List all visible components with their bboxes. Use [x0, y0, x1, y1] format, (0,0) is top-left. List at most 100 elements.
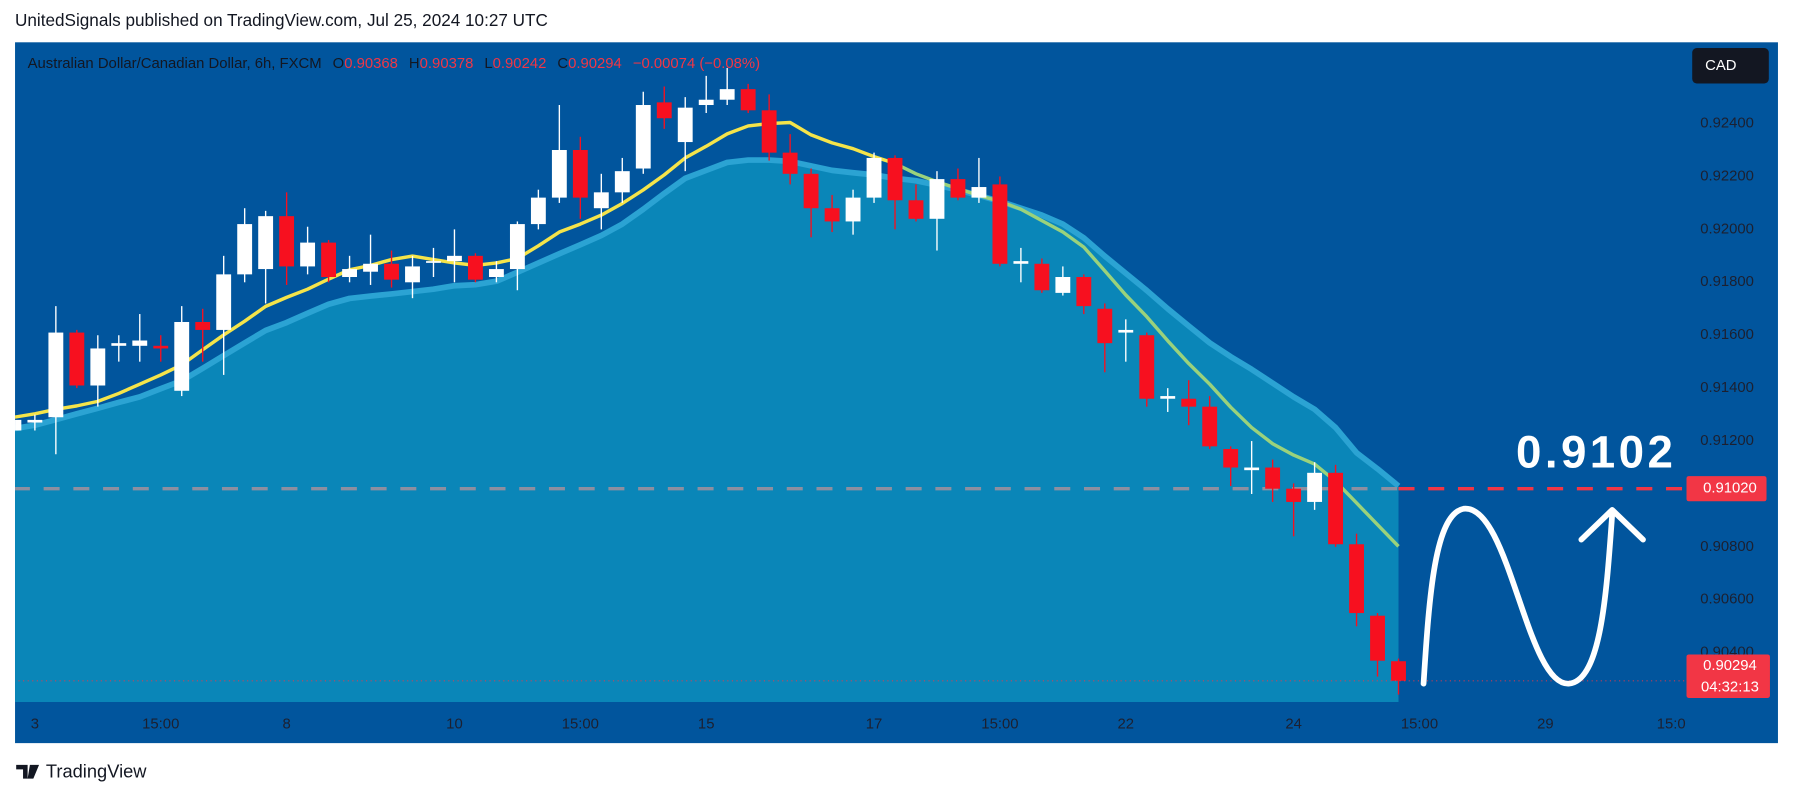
- legend-o: O: [333, 56, 345, 72]
- y-tick-label: 0.92400: [1700, 115, 1754, 131]
- candle-body: [719, 89, 735, 100]
- x-tick-label: 29: [1537, 717, 1554, 733]
- candle-body: [593, 192, 609, 209]
- candle-body: [174, 321, 190, 391]
- candle-body: [1118, 329, 1134, 333]
- candle-body: [300, 242, 316, 267]
- legend-l: L: [484, 56, 492, 72]
- candle-body: [1160, 396, 1176, 399]
- cloud-edge: [15, 157, 1401, 489]
- x-tick-label: 15: [698, 717, 715, 733]
- candle-body: [614, 171, 630, 193]
- cloud-area: [15, 160, 1399, 702]
- candle-body: [48, 332, 64, 418]
- candle-body: [342, 269, 357, 278]
- candle-body: [1328, 472, 1344, 545]
- currency-button[interactable]: [1692, 48, 1769, 84]
- candle-body: [1013, 261, 1029, 264]
- candle-body: [258, 216, 274, 270]
- candle-body: [447, 255, 462, 262]
- candle-body: [1307, 472, 1323, 502]
- x-tick-label: 8: [282, 717, 290, 733]
- legend-high: 0.90378: [420, 56, 474, 72]
- candle-body: [216, 274, 232, 330]
- x-tick-label: 15:00: [142, 717, 179, 733]
- legend-title: Australian Dollar/Canadian Dollar, 6h, F…: [28, 56, 322, 72]
- legend-c: C: [557, 56, 568, 72]
- candle-body: [572, 149, 588, 198]
- candle-body: [1202, 406, 1218, 447]
- legend-h: H: [409, 56, 420, 72]
- y-tick-label: 0.92000: [1700, 221, 1754, 237]
- candle-body: [992, 184, 1008, 264]
- x-tick-label: 15:00: [562, 717, 599, 733]
- candle-body: [950, 179, 966, 198]
- last-price-label: 0.90294: [1703, 658, 1757, 674]
- y-tick-label: 0.91600: [1700, 327, 1754, 343]
- candle-body: [761, 110, 777, 153]
- candle-body: [1349, 544, 1364, 614]
- legend-low: 0.90242: [493, 56, 547, 72]
- candle-body: [824, 208, 840, 222]
- overlay-layer: 0.92400 0.92200 0.92000 0.91800 0.91600 0.914…: [31, 115, 1770, 733]
- candle-body: [27, 419, 43, 423]
- candle-body: [1055, 277, 1071, 293]
- logo-mark: [16, 764, 40, 779]
- candle-body: [866, 157, 882, 198]
- candle-body: [509, 224, 525, 270]
- candle-body: [1265, 467, 1281, 489]
- target-annotation: 0.9102: [1516, 427, 1676, 478]
- candle-body: [887, 157, 903, 201]
- x-tick-label: 15:00: [1401, 717, 1438, 733]
- y-tick-label: 0.91400: [1700, 380, 1754, 396]
- candle-body: [1181, 398, 1197, 407]
- publisher-header: UnitedSignals published on TradingView.c…: [15, 10, 548, 30]
- hand-drawn-arrow: [1420, 505, 1646, 687]
- candle-body: [1223, 449, 1239, 468]
- candle-body: [1244, 467, 1260, 471]
- x-tick-label: 22: [1118, 717, 1135, 733]
- plot-area: [15, 67, 1686, 702]
- currency-label[interactable]: CAD: [1705, 58, 1737, 74]
- candle-body: [845, 197, 861, 222]
- candle-body: [279, 216, 295, 267]
- x-tick-label: 3: [31, 717, 39, 733]
- candle-body: [488, 269, 504, 278]
- y-tick-label: 0.92200: [1700, 168, 1754, 184]
- logo-text: TradingView: [46, 761, 147, 782]
- x-tick-label: 15:00: [981, 717, 1018, 733]
- x-tick-label: 10: [446, 717, 463, 733]
- candle-body: [363, 263, 378, 272]
- candle-body: [15, 419, 22, 431]
- candle-body: [468, 255, 483, 280]
- legend-close: 0.90294: [568, 56, 622, 72]
- candle-body: [237, 224, 253, 275]
- x-tick-label: 24: [1285, 717, 1302, 733]
- candle-body: [677, 107, 693, 143]
- candle-body: [384, 263, 399, 280]
- candle-body: [1097, 308, 1113, 344]
- candle-body: [1391, 661, 1406, 681]
- candle-body: [929, 179, 945, 219]
- candle-body: [551, 149, 567, 198]
- candle-body: [195, 321, 211, 330]
- legend-change: −0.00074 (−0.08%): [633, 56, 760, 72]
- candle-body: [1076, 277, 1092, 307]
- candle-body: [111, 343, 127, 346]
- candle-body: [971, 187, 987, 198]
- candle-body: [803, 173, 819, 209]
- target-price-label: 0.91020: [1703, 481, 1757, 497]
- candle-body: [530, 197, 546, 225]
- tradingview-logo: TradingView: [16, 761, 147, 782]
- target-price-tag: [1686, 476, 1767, 502]
- candle-body: [321, 242, 337, 278]
- y-tick-label: 0.91800: [1700, 274, 1754, 290]
- candle-body: [656, 102, 672, 119]
- candle-body: [132, 340, 148, 346]
- candle-body: [90, 348, 106, 386]
- candle-body: [698, 99, 714, 106]
- candle-body: [1370, 615, 1385, 661]
- candle-body: [153, 345, 169, 349]
